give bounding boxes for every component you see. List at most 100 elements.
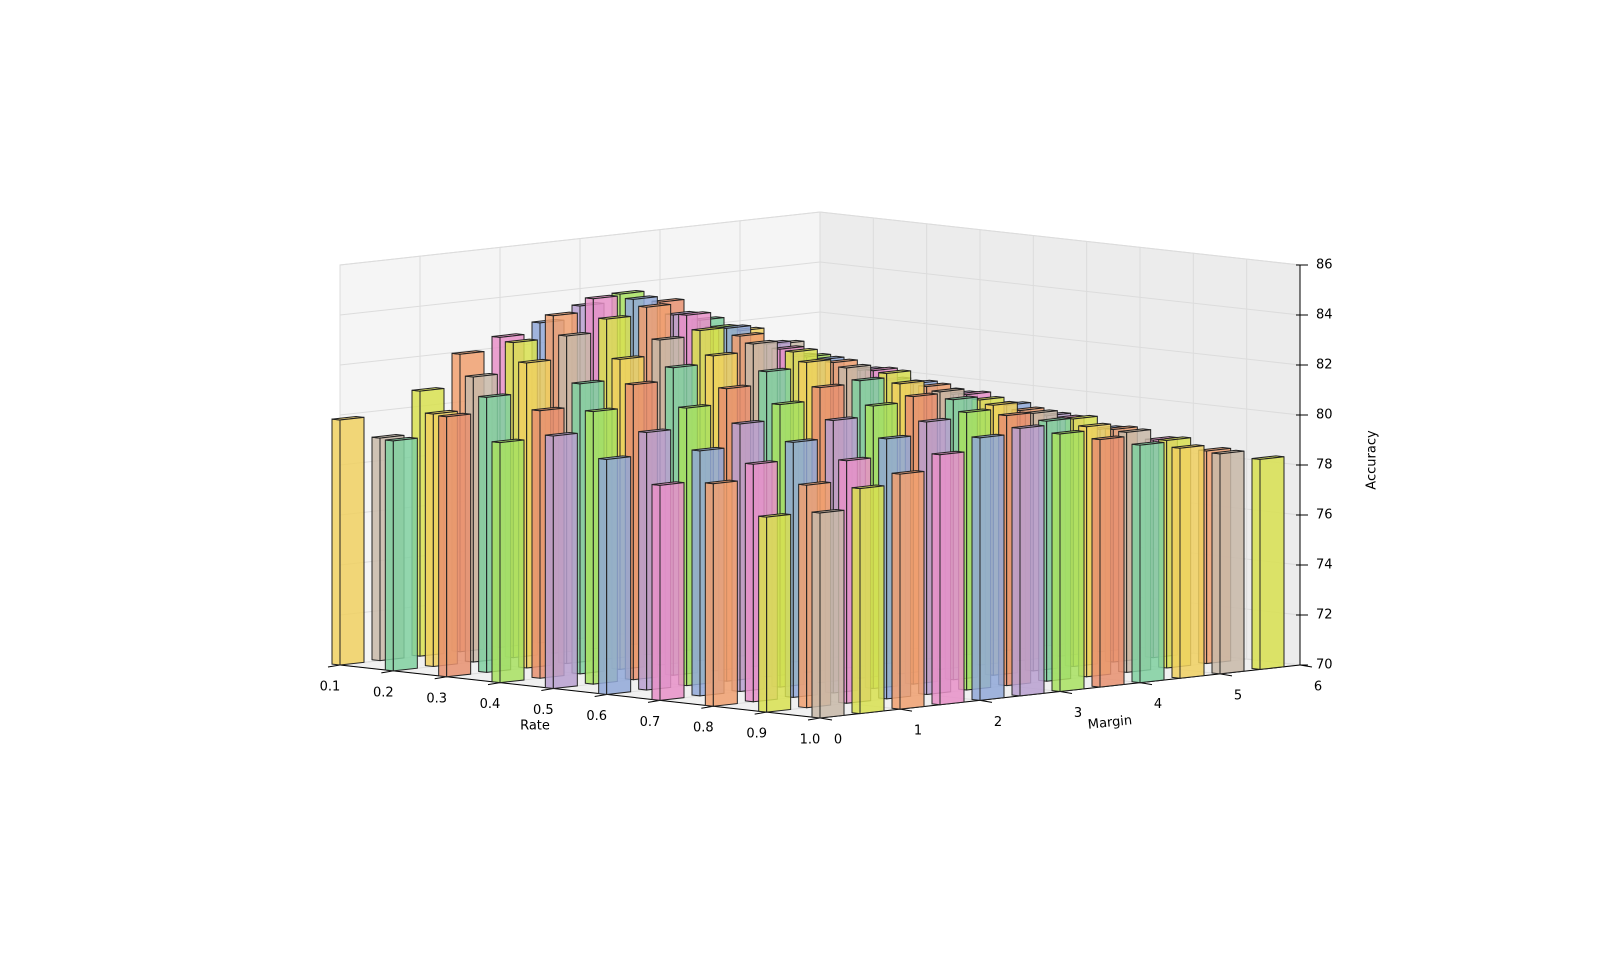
bar-side [931,453,941,706]
y-tick [1219,673,1233,677]
y-tick [899,708,913,712]
bar-side [811,511,821,719]
z-tick-label: 84 [1316,308,1333,323]
bar-side [1131,443,1141,684]
x-axis-label: Rate [520,719,550,734]
y-tick-label: 0 [834,733,842,748]
bar-side [744,462,754,703]
bar-face [939,451,965,706]
bar-face [979,434,1005,701]
y-tick-label: 4 [1154,697,1162,712]
bar [704,479,738,707]
bar-side [691,449,701,697]
x-tick [381,670,394,674]
bar [1251,455,1285,670]
x-tick-label: 1.0 [800,733,821,748]
grid-line [819,211,1301,266]
bar-face [899,470,925,710]
z-tick-label: 72 [1316,608,1333,623]
x-tick-label: 0.6 [586,709,607,724]
bar-side [531,409,541,679]
bar-side [478,395,488,673]
bar-face [659,482,685,701]
y-tick [1139,682,1153,686]
bar-side [584,410,594,685]
x-tick-label: 0.8 [693,721,714,736]
bar-face [1139,441,1165,684]
bar [1131,441,1165,684]
x-tick [807,717,821,721]
bar [758,513,792,713]
bar-face [712,480,738,707]
bar-side [891,472,901,710]
bar-side [971,436,981,701]
x-tick [594,693,607,697]
y-tick-label: 6 [1314,680,1322,695]
bar-side [851,487,861,715]
y-tick [1059,691,1073,694]
x-axis-line [339,664,821,719]
z-axis-label: Accuracy [1365,430,1380,490]
bar-face [1219,450,1245,675]
x-tick-label: 0.4 [480,697,501,712]
x-tick [541,688,554,692]
x-tick [754,711,767,715]
bar-face [1099,436,1125,688]
bar-face [392,437,418,672]
z-tick-label: 82 [1316,358,1333,373]
x-tick-label: 0.1 [320,680,341,695]
y-tick [1299,664,1313,668]
bar-side [1251,457,1261,670]
y-tick-label: 1 [914,724,922,739]
z-tick-label: 74 [1316,558,1333,573]
bar-side [1011,426,1021,697]
bar-face [499,439,525,684]
bar-side [384,439,394,672]
bar [384,436,418,672]
x-tick-label: 0.9 [746,727,767,742]
bar-side [424,412,434,668]
bar-side [638,431,648,691]
bar-face [1019,425,1045,697]
bar [1011,424,1045,697]
bar [971,433,1005,701]
bar [1171,444,1205,679]
bar-face [446,413,472,678]
bar-face [1259,456,1285,670]
bar [931,450,965,706]
bar-side [331,418,341,666]
bar-face [1179,445,1205,679]
x-tick-label: 0.2 [373,685,394,700]
bar-side [704,482,714,707]
y-tick-label: 2 [994,715,1002,730]
z-tick-label: 80 [1316,408,1333,423]
z-tick-label: 86 [1316,258,1333,273]
x-tick-label: 0.5 [533,703,554,718]
bar-side [1171,446,1181,679]
y-tick [979,699,993,703]
x-tick [434,676,447,680]
z-tick-label: 70 [1316,658,1333,673]
bar-face [819,509,845,719]
bar-side [598,458,608,696]
bar [1051,429,1085,693]
z-tick-label: 76 [1316,508,1333,523]
x-tick [327,664,341,668]
y-tick [819,717,833,721]
bar-side [491,441,501,684]
z-tick-label: 78 [1316,458,1333,473]
bar [1211,449,1245,675]
bar [544,432,578,690]
grid-line [819,261,1301,316]
y-tick-label: 3 [1074,706,1082,721]
x-tick [701,705,714,709]
x-tick [647,699,661,703]
bar [811,508,845,719]
bar-side [1211,452,1221,675]
bar [891,470,925,710]
bar-side [544,434,554,690]
bar-face [606,456,632,696]
bar [1091,435,1125,688]
bar-face [766,513,792,713]
y-axis-label: Margin [1087,713,1133,733]
